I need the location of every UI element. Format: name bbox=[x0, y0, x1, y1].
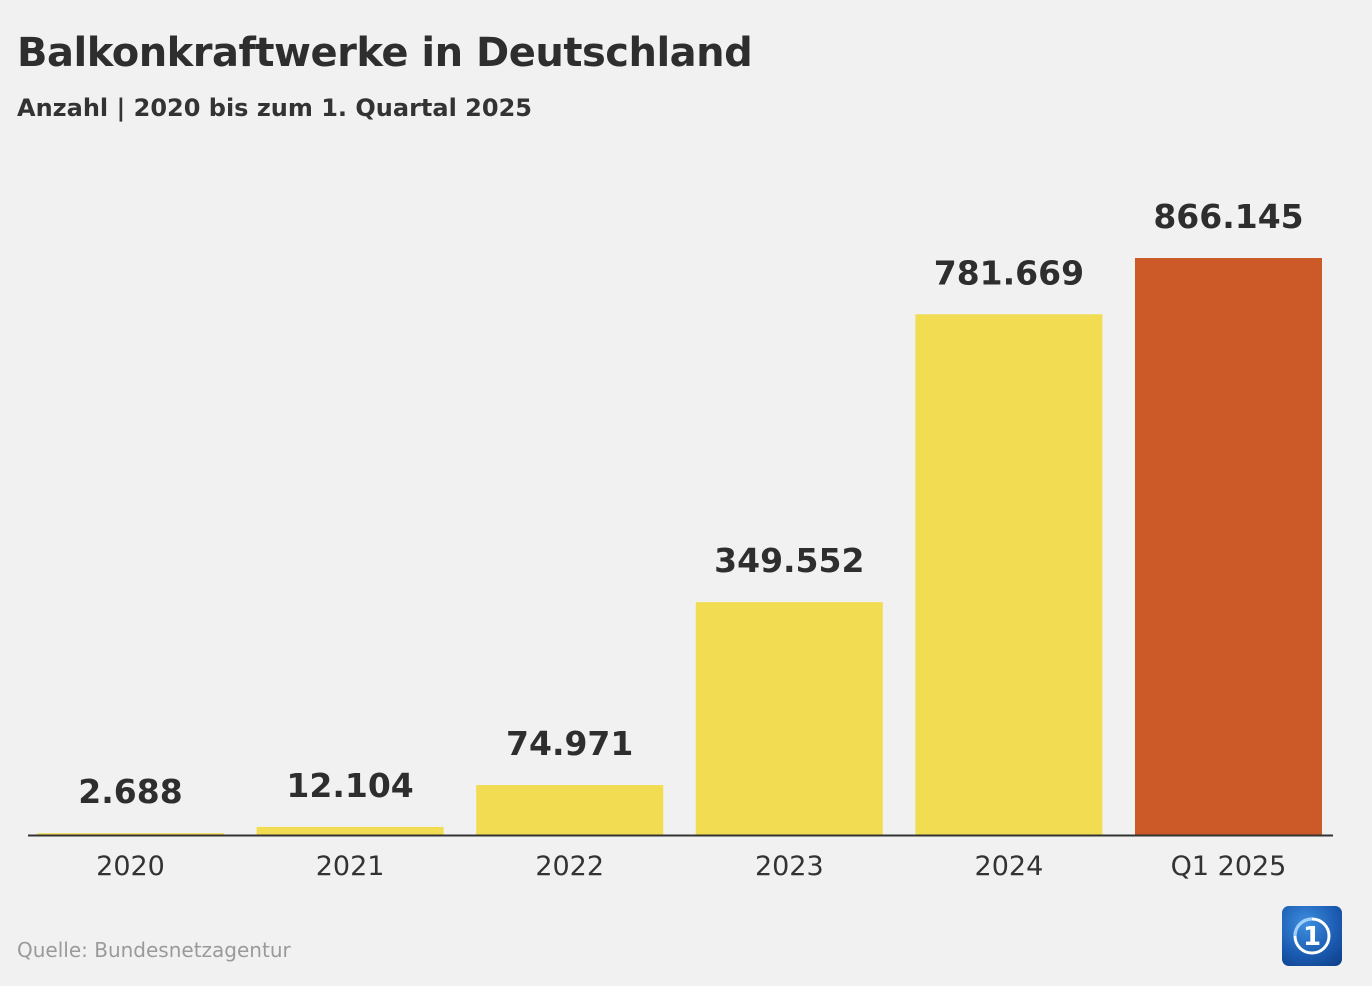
x-tick-label: 2020 bbox=[96, 851, 165, 882]
bar-2024 bbox=[915, 314, 1103, 835]
logo-number: 1 bbox=[1303, 922, 1321, 952]
tagesschau-logo-icon: 1 bbox=[1282, 906, 1342, 966]
value-label: 74.971 bbox=[506, 724, 633, 763]
x-tick-label: 2022 bbox=[535, 851, 604, 882]
x-tick-label: Q1 2025 bbox=[1171, 851, 1287, 882]
x-tick-label: 2021 bbox=[316, 851, 385, 882]
value-label: 2.688 bbox=[78, 772, 182, 811]
bar-2023 bbox=[695, 602, 883, 835]
chart-title: Balkonkraftwerke in Deutschland bbox=[17, 30, 753, 76]
source-note: Quelle: Bundesnetzagentur bbox=[17, 938, 291, 962]
x-tick-label: 2024 bbox=[975, 851, 1044, 882]
bar-2022 bbox=[476, 785, 664, 835]
value-label: 12.104 bbox=[286, 766, 413, 805]
value-label: 866.145 bbox=[1153, 197, 1303, 236]
value-label: 781.669 bbox=[934, 253, 1084, 292]
x-tick-label: 2023 bbox=[755, 851, 824, 882]
chart-subtitle: Anzahl | 2020 bis zum 1. Quartal 2025 bbox=[17, 94, 532, 122]
bar-2021 bbox=[256, 826, 444, 835]
bar-2020 bbox=[37, 833, 224, 835]
bar-q1-2025 bbox=[1135, 258, 1322, 835]
bar-chart: 2.688 2020 12.104 2021 74.971 2022 349.552 2023… bbox=[28, 197, 1333, 882]
value-label: 349.552 bbox=[714, 541, 864, 580]
